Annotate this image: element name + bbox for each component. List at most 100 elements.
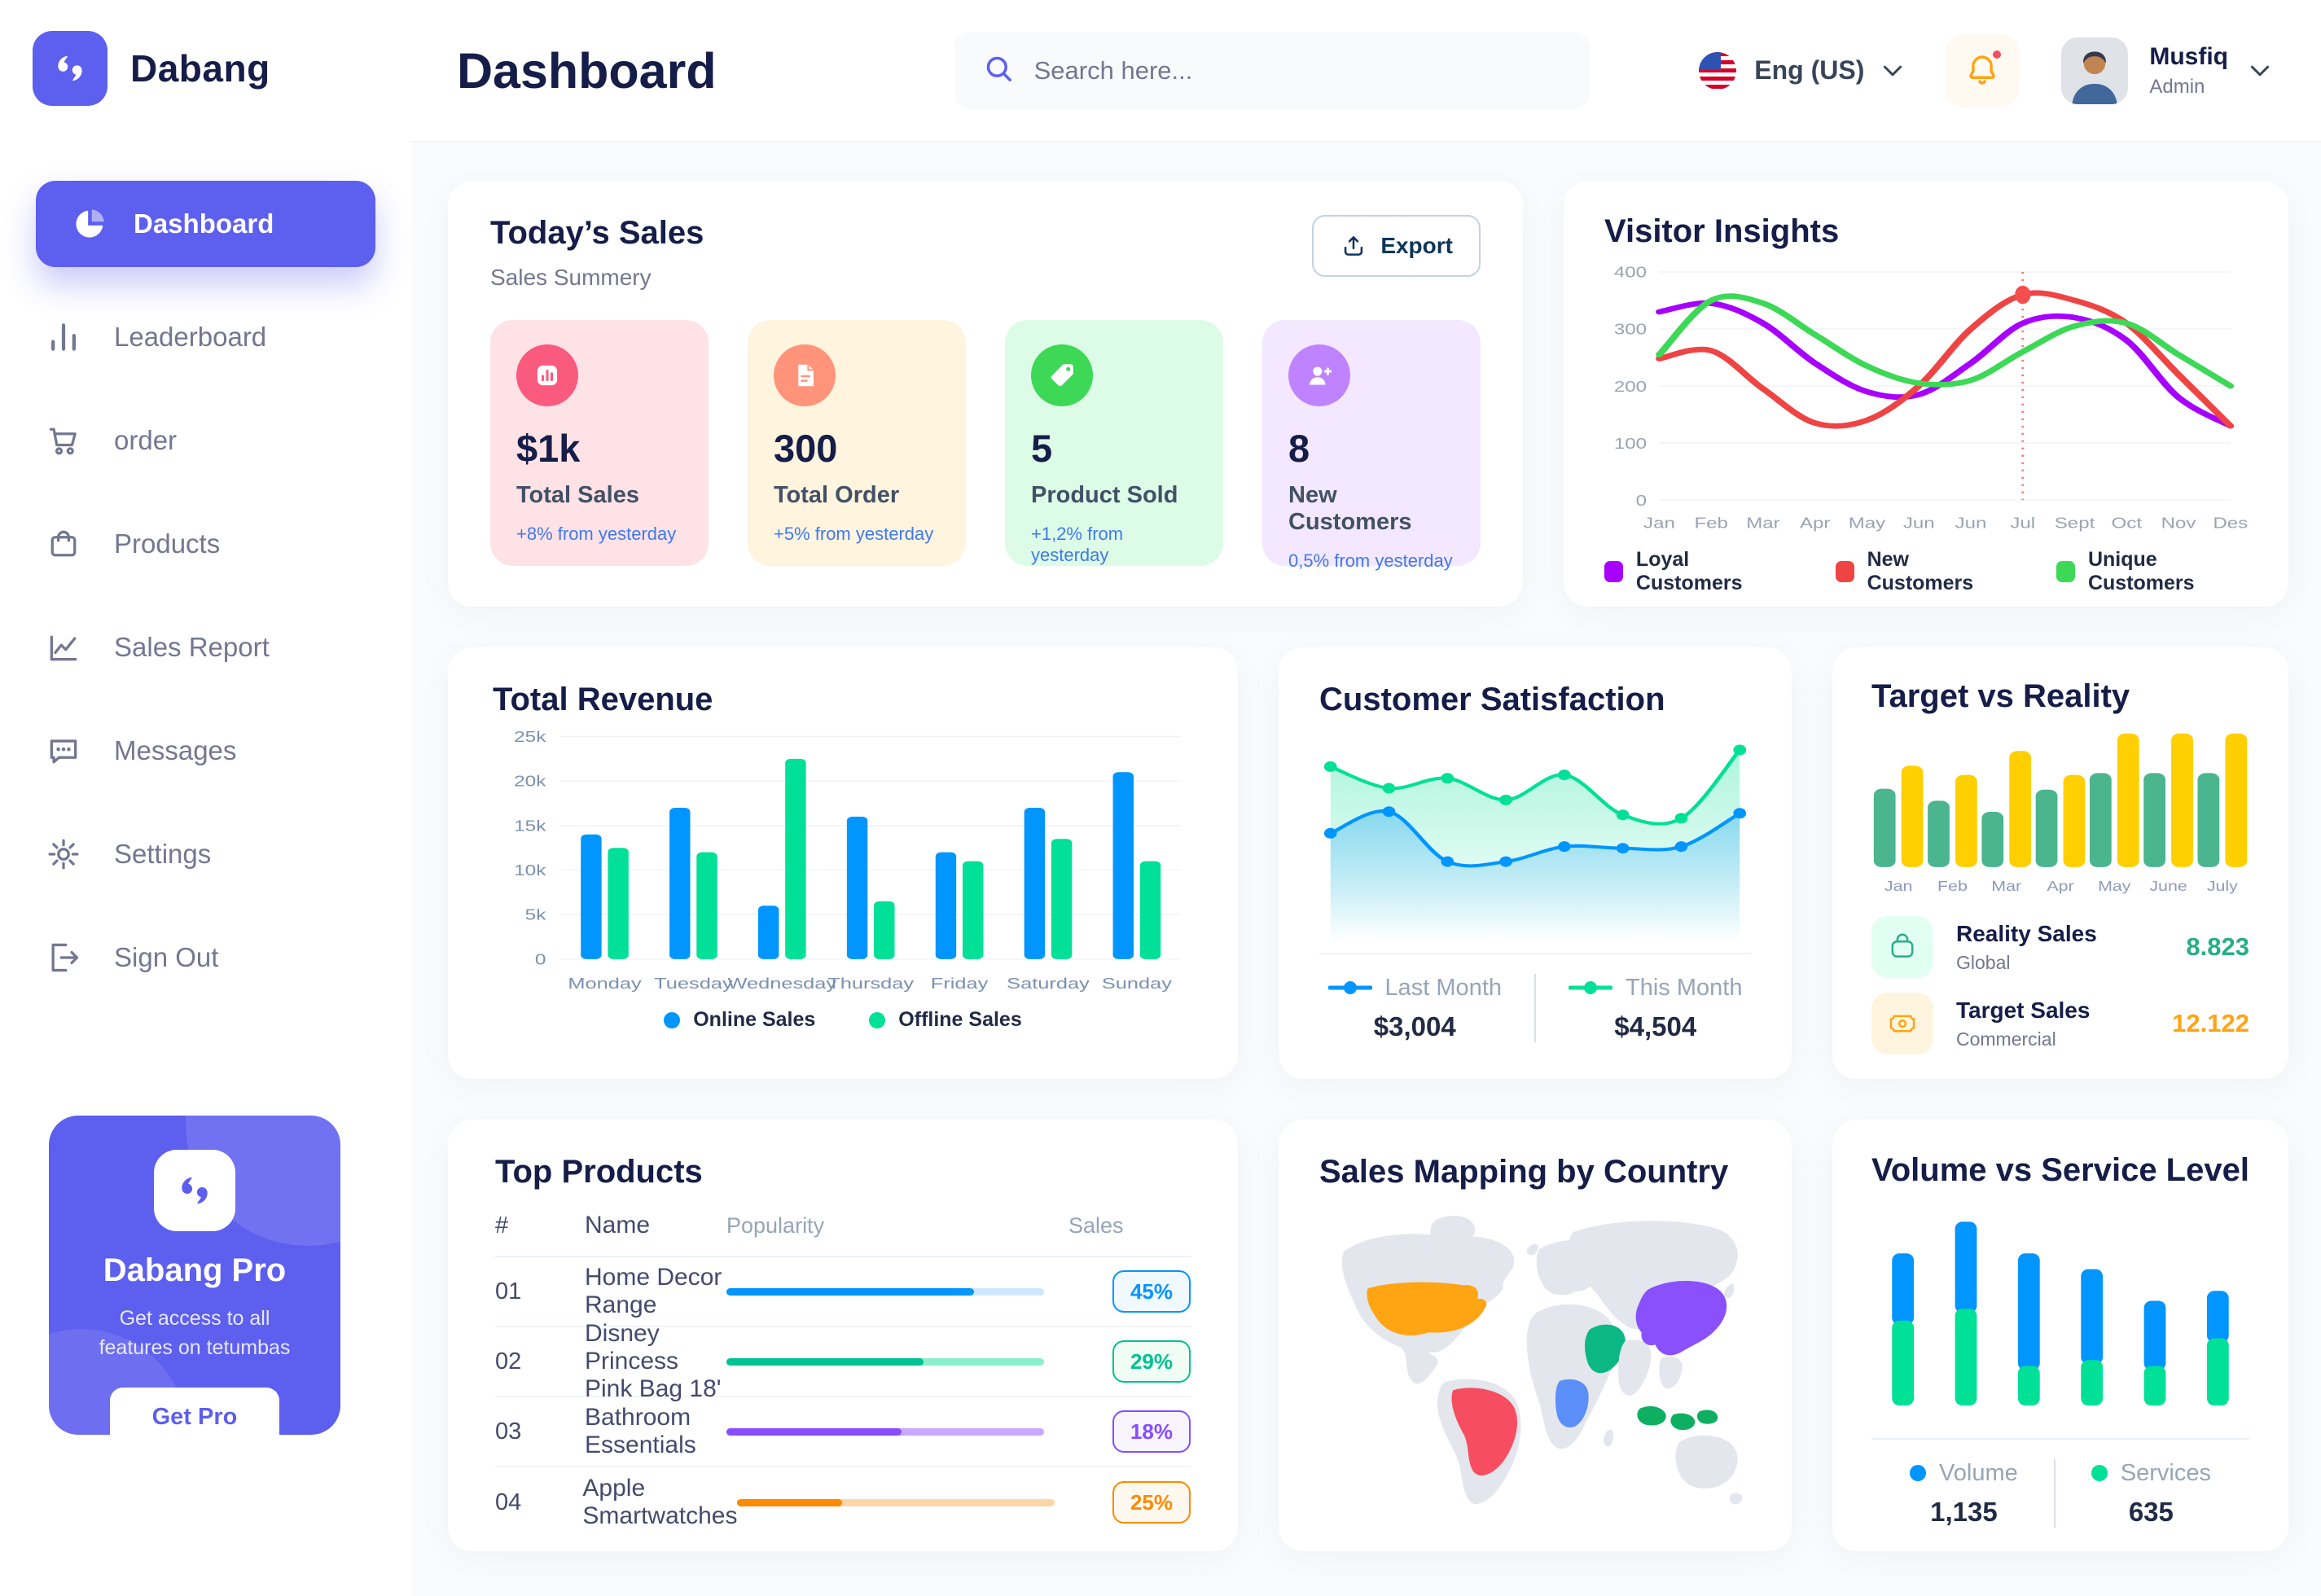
product-name: Disney Princess Pink Bag 18' bbox=[585, 1320, 722, 1402]
sidebar-item-sales-report[interactable]: Sales Report bbox=[0, 595, 411, 699]
visitor-insights-title: Visitor Insights bbox=[1604, 213, 1840, 249]
svg-text:June: June bbox=[2149, 879, 2187, 895]
summary-delta: +8% from yesterday bbox=[516, 524, 677, 544]
header-sales: Sales bbox=[1068, 1212, 1124, 1238]
export-button[interactable]: Export bbox=[1312, 215, 1481, 277]
product-row-04[interactable]: 04 Apple Smartwatches 25% bbox=[495, 1467, 1191, 1537]
cart-icon bbox=[46, 423, 81, 458]
volume-vs-service-title: Volume vs Service Level bbox=[1871, 1152, 2249, 1188]
visitor-insights-chart: 400 300 200 100 0 Jan Feb Mar Apr May Jun Jun Jul Sep… bbox=[1614, 263, 2248, 532]
brand-logo-icon bbox=[33, 31, 107, 106]
summary-delta: +5% from yesterday bbox=[774, 524, 934, 544]
sales-mapping-title: Sales Mapping by Country bbox=[1319, 1154, 1729, 1190]
svg-text:Wednesday: Wednesday bbox=[727, 975, 837, 992]
target-vs-reality-chart: Jan Feb Mar Apr May June July bbox=[1873, 733, 2248, 895]
tag-icon bbox=[1031, 344, 1093, 406]
sidebar-item-order[interactable]: order bbox=[0, 388, 411, 492]
sidebar: Dabang Dashboard Leaderboard order Products… bbox=[0, 0, 411, 1596]
search-icon bbox=[982, 52, 1015, 89]
legend-row-target-sales: Target Sales Commercial 12.122 bbox=[1871, 993, 2249, 1054]
sidebar-item-messages[interactable]: Messages bbox=[0, 699, 411, 802]
sidebar-item-leaderboard[interactable]: Leaderboard bbox=[0, 285, 411, 388]
product-row-01[interactable]: 01 Home Decor Range 45% bbox=[495, 1257, 1191, 1327]
total-revenue-title: Total Revenue bbox=[493, 682, 713, 717]
volume-vs-service-card: Volume vs Service Level Volume 1,135 Servi… bbox=[1832, 1120, 2288, 1551]
language-selector[interactable]: Eng (US) bbox=[1699, 51, 1903, 90]
svg-text:15k: 15k bbox=[514, 818, 546, 834]
sidebar-item-sign-out[interactable]: Sign Out bbox=[0, 905, 411, 1009]
top-products-table: # Name Popularity Sales 01 Home Decor Ran… bbox=[495, 1212, 1191, 1537]
sidebar-item-label: Leaderboard bbox=[114, 321, 267, 352]
target-vs-reality-title: Target vs Reality bbox=[1871, 678, 2130, 714]
export-label: Export bbox=[1380, 233, 1453, 258]
bell-icon bbox=[1969, 55, 1996, 85]
brand-name: Dabang bbox=[130, 47, 270, 90]
sales-chart-icon bbox=[516, 344, 578, 406]
profile-menu[interactable]: Musfiq Admin bbox=[2061, 37, 2271, 104]
ticket-legend-icon bbox=[1871, 993, 1933, 1054]
legend-swatch bbox=[1910, 1465, 1927, 1481]
svg-text:Jun: Jun bbox=[1903, 514, 1935, 532]
svg-text:Mar: Mar bbox=[1991, 879, 2021, 895]
legend-swatch bbox=[2091, 1465, 2108, 1481]
notifications-button[interactable] bbox=[1946, 33, 2020, 107]
gear-icon bbox=[46, 836, 81, 872]
svg-text:Sunday: Sunday bbox=[1102, 975, 1173, 992]
svg-text:Mar: Mar bbox=[1746, 514, 1779, 532]
svg-text:300: 300 bbox=[1614, 320, 1647, 338]
sidebar-item-label: Settings bbox=[114, 838, 212, 869]
product-popularity-bar bbox=[726, 1287, 1068, 1296]
message-icon bbox=[46, 733, 81, 769]
svg-text:Jan: Jan bbox=[1643, 514, 1675, 532]
topbar: Dashboard Eng (US) Musfiq Admin bbox=[411, 0, 2321, 142]
sales-badge: 45% bbox=[1112, 1270, 1191, 1313]
legend-item: New Customers bbox=[1835, 548, 2003, 595]
visitor-insights-card: Visitor Insights 400 300 200 100 0 Jan Feb Mar A… bbox=[1564, 181, 2288, 607]
sales-summary-cards: $1k Total Sales +8% from yesterday 300 Total… bbox=[490, 320, 1481, 571]
volume-vs-service-legend: Volume 1,135 Services 635 bbox=[1871, 1438, 2249, 1528]
svg-text:July: July bbox=[2207, 879, 2238, 895]
chevron-down-icon bbox=[2250, 65, 2270, 76]
svg-text:0: 0 bbox=[535, 951, 546, 967]
product-popularity-bar bbox=[726, 1427, 1068, 1436]
new-customer-icon bbox=[1288, 344, 1350, 406]
legend-swatch bbox=[869, 1011, 886, 1028]
todays-sales-subtitle: Sales Summery bbox=[490, 265, 652, 290]
summary-delta: 0,5% from yesterday bbox=[1288, 550, 1453, 571]
chevron-down-icon bbox=[1884, 65, 1902, 76]
pro-logo-icon bbox=[154, 1150, 235, 1231]
sidebar-nav: Dashboard Leaderboard order Products Sales R… bbox=[0, 181, 411, 1009]
legend-marker bbox=[1569, 981, 1613, 994]
bag-legend-icon bbox=[1871, 916, 1933, 978]
sidebar-item-settings[interactable]: Settings bbox=[0, 802, 411, 905]
legend-item: Unique Customers bbox=[2056, 548, 2248, 595]
table-header: # Name Popularity Sales bbox=[495, 1212, 1191, 1257]
product-rank: 04 bbox=[495, 1489, 522, 1515]
product-row-02[interactable]: 02 Disney Princess Pink Bag 18' 29% bbox=[495, 1320, 1191, 1402]
brand: Dabang bbox=[0, 0, 411, 106]
svg-text:0: 0 bbox=[1636, 491, 1647, 509]
svg-text:200: 200 bbox=[1614, 377, 1647, 395]
legend-swatch bbox=[664, 1011, 681, 1028]
total-revenue-legend: Online Sales Offline Sales bbox=[493, 1008, 1193, 1032]
sidebar-item-dashboard[interactable]: Dashboard bbox=[36, 181, 375, 267]
svg-text:Nov: Nov bbox=[2161, 514, 2196, 532]
legend-item: Volume 1,135 bbox=[1910, 1460, 2018, 1528]
svg-text:Thursday: Thursday bbox=[827, 975, 915, 992]
legend-swatch bbox=[1835, 561, 1854, 582]
svg-text:Jan: Jan bbox=[1884, 879, 1913, 895]
product-row-03[interactable]: 03 Bathroom Essentials 18% bbox=[495, 1397, 1191, 1467]
product-popularity-bar bbox=[726, 1357, 1068, 1366]
legend-swatch bbox=[1604, 561, 1623, 582]
language-label: Eng (US) bbox=[1754, 55, 1865, 85]
svg-text:100: 100 bbox=[1614, 434, 1647, 452]
pie-chart-icon bbox=[72, 206, 107, 242]
svg-text:5k: 5k bbox=[525, 907, 546, 923]
svg-text:Saturday: Saturday bbox=[1007, 975, 1090, 992]
sidebar-item-products[interactable]: Products bbox=[0, 492, 411, 595]
target-vs-reality-legend: Reality Sales Global 8.823 Target Sales Comm… bbox=[1871, 916, 2249, 1054]
search-input[interactable] bbox=[1033, 55, 1562, 86]
sidebar-item-label: Dashboard bbox=[134, 208, 274, 239]
product-popularity-bar bbox=[737, 1498, 1071, 1506]
get-pro-button[interactable]: Get Pro bbox=[109, 1387, 280, 1435]
